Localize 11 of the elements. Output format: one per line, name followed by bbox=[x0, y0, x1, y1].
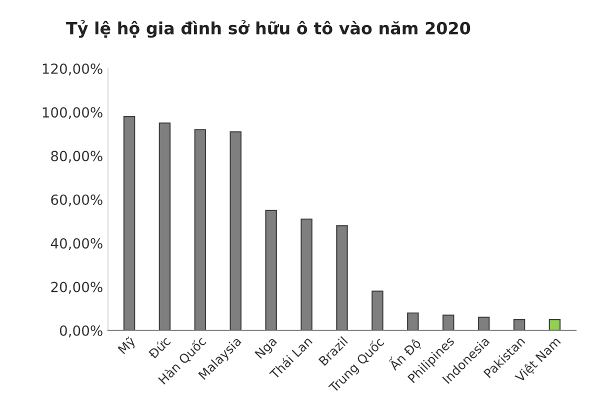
bar bbox=[548, 318, 561, 330]
y-tick-label: 20,00% bbox=[51, 282, 102, 294]
y-tick-label: 40,00% bbox=[50, 238, 102, 250]
y-tick-label: 0,00% bbox=[60, 325, 102, 338]
y-tick-label: 80,00% bbox=[51, 150, 102, 163]
y-tick-label: 120,00% bbox=[42, 63, 102, 76]
x-tick-label: Mỹ bbox=[117, 336, 138, 356]
chart-title: Tỷ lệ hộ gia đình sở hữu ô tô vào năm 2020 bbox=[66, 20, 470, 38]
y-tick-label: 60,00% bbox=[51, 194, 102, 206]
y-tick-label: 100,00% bbox=[42, 107, 102, 120]
x-tick-label: Đức bbox=[147, 336, 172, 360]
